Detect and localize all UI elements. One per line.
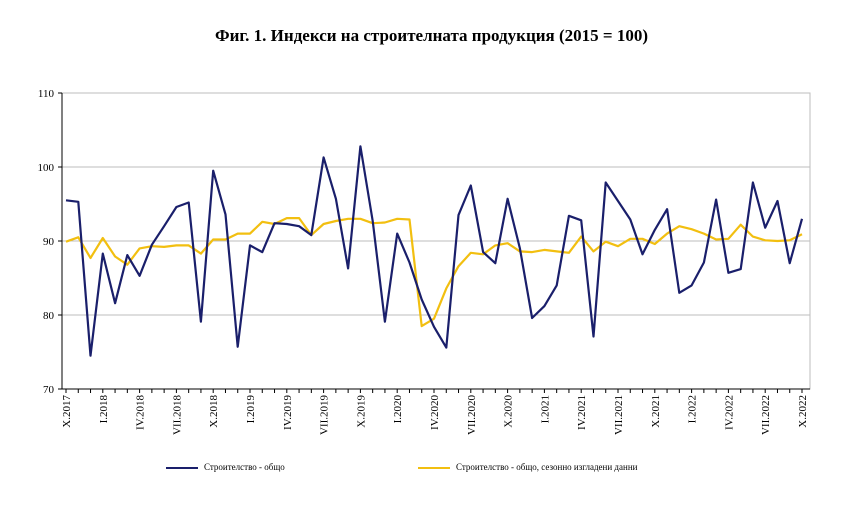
x-tick-label: VII.2021 (613, 395, 625, 435)
x-tick-label: X.2017 (61, 395, 73, 428)
x-tick-label: IV.2021 (576, 395, 588, 430)
x-tick-label: VII.2022 (760, 395, 772, 435)
x-axis: X.2017 I.2018 IV.2018 VII.2018 X.2018 I.2019 I… (61, 388, 810, 436)
y-tick-label: 100 (38, 162, 55, 174)
legend-swatch-overall (166, 466, 198, 469)
x-tick-label: X.2020 (503, 395, 515, 428)
x-tick-label: X.2022 (797, 395, 809, 428)
x-tick-label: VII.2018 (171, 395, 183, 436)
x-tick-label: I.2019 (245, 395, 257, 424)
y-tick-label: 80 (43, 310, 55, 322)
legend-item-seasonal: Строителство - общо, сезонно изгладени д… (418, 462, 637, 472)
gridlines (62, 92, 810, 390)
x-tick-label: I.2018 (98, 395, 110, 424)
y-tick-label: 90 (43, 236, 55, 248)
x-tick-label: VII.2019 (319, 395, 331, 436)
x-tick-label: IV.2020 (429, 395, 441, 430)
legend-swatch-seasonal (418, 466, 450, 469)
series-line (65, 145, 804, 357)
y-tick-label: 110 (38, 88, 55, 100)
series-lines (65, 145, 804, 357)
x-tick-label: I.2020 (392, 395, 404, 424)
series-line (65, 217, 803, 328)
x-tick-label: IV.2022 (723, 395, 735, 430)
x-tick-label: X.2021 (650, 395, 662, 428)
x-tick-label: IV.2019 (282, 395, 294, 430)
x-tick-label: IV.2018 (135, 395, 147, 430)
x-tick-label: X.2018 (208, 395, 220, 428)
legend-label-overall: Строителство - общо (204, 462, 285, 472)
x-tick-label: I.2021 (539, 395, 551, 423)
y-axis: 70 80 90 100 110 (38, 88, 63, 396)
y-tick-label: 70 (43, 384, 55, 396)
legend-item-overall: Строителство - общо (166, 462, 285, 472)
legend-label-seasonal: Строителство - общо, сезонно изгладени д… (456, 462, 638, 472)
x-tick-label: VII.2020 (466, 395, 478, 436)
x-tick-label: I.2022 (687, 395, 699, 423)
x-tick-label: X.2019 (355, 395, 367, 428)
chart-title: Фиг. 1. Индекси на строителната продукци… (214, 26, 649, 45)
